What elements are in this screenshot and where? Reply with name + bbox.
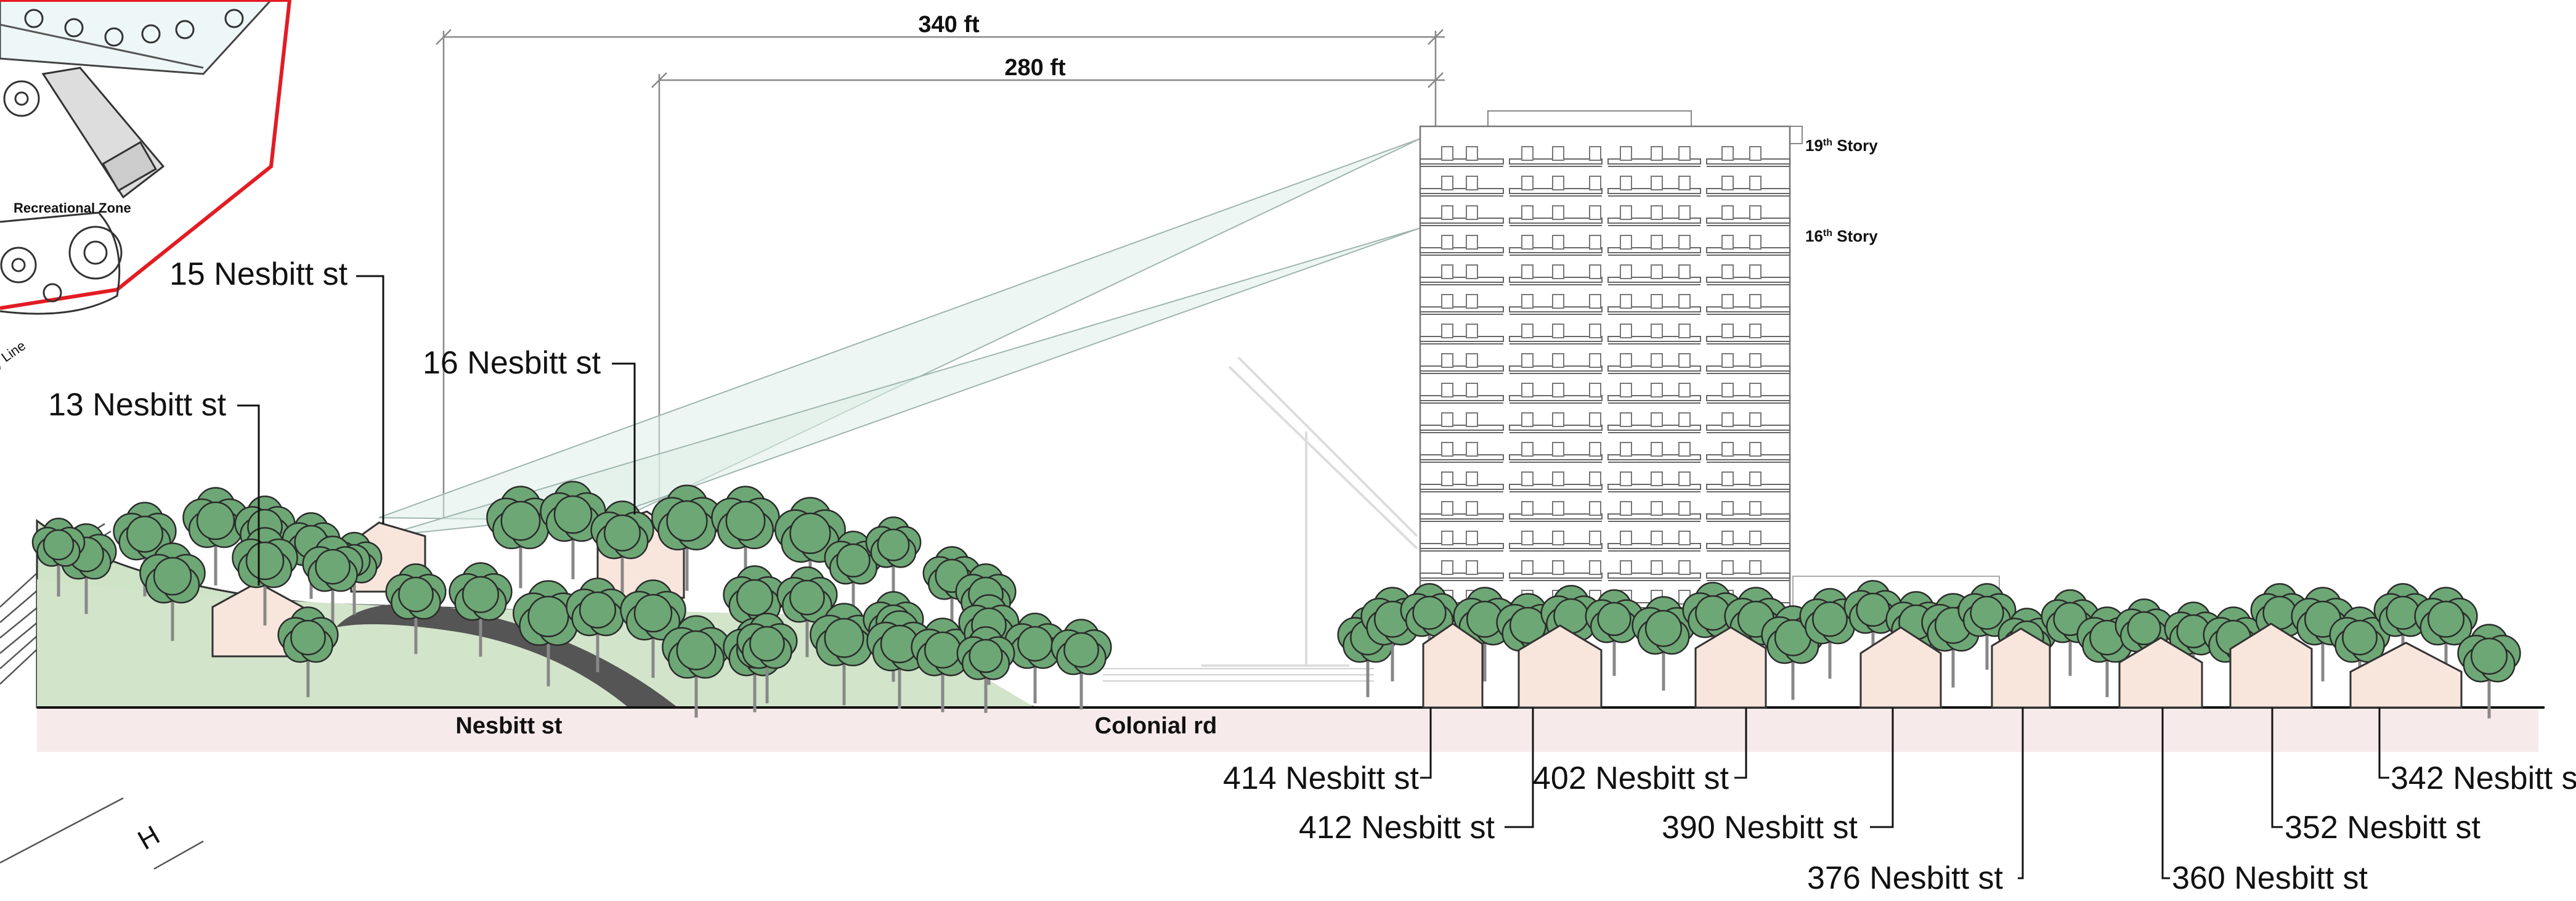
tree <box>651 484 723 591</box>
address-402-nesbitt: 402 Nesbitt st <box>1533 760 1729 796</box>
tree <box>810 603 879 706</box>
tower-floor <box>1420 501 1790 522</box>
tower-floor <box>1420 324 1790 344</box>
tree <box>540 481 606 579</box>
driveway <box>336 603 678 707</box>
tree <box>232 527 298 626</box>
tree <box>385 563 447 654</box>
tree <box>736 613 798 704</box>
tower-floor <box>1420 353 1790 374</box>
tree <box>774 497 846 603</box>
tree <box>1050 619 1112 710</box>
trees <box>31 481 2521 719</box>
tree <box>2457 624 2521 719</box>
tower-floor <box>1420 146 1790 167</box>
tree <box>922 546 981 633</box>
tree <box>2041 589 2100 676</box>
tower-floor <box>1420 235 1790 256</box>
site-plan-fragment: Recreational Zone y Line H <box>0 0 292 870</box>
tree <box>31 517 86 597</box>
address-352-nesbitt: 352 Nesbitt st <box>2285 810 2481 846</box>
tree <box>865 516 922 600</box>
tower-floor <box>1420 531 1790 552</box>
tree <box>776 566 838 658</box>
tree <box>1400 583 1459 670</box>
house-376-nesbitt <box>1991 627 2051 709</box>
tree <box>711 486 780 589</box>
tree <box>449 562 513 657</box>
tower-floor <box>1420 176 1790 197</box>
house-402-nesbitt <box>1694 626 1767 709</box>
tree <box>302 536 364 627</box>
address-412-nesbitt: 412 Nesbitt st <box>1299 810 1495 846</box>
dimension-label-280: 280 ft <box>1004 55 1066 81</box>
tree <box>1799 588 1861 679</box>
address-16-nesbitt: 16 Nesbitt st <box>423 345 601 381</box>
tree <box>662 615 731 718</box>
house-352-nesbitt <box>2229 622 2313 709</box>
tower-floor <box>1420 442 1790 463</box>
address-13-nesbitt: 13 Nesbitt st <box>48 387 227 423</box>
house-414-nesbitt <box>1422 622 1484 709</box>
tree <box>956 626 1015 713</box>
left-callout-lines <box>237 275 636 585</box>
tree <box>590 500 654 595</box>
dimension-label-340: 340 ft <box>918 12 980 38</box>
tree <box>277 606 339 698</box>
sightlines <box>378 138 1421 537</box>
tree <box>486 486 555 589</box>
tree <box>1682 582 1744 673</box>
site-plan-stamp: H <box>133 820 165 855</box>
tree <box>1957 583 2017 670</box>
tower-floor <box>1420 205 1790 226</box>
right-callout-lines <box>1420 707 2389 879</box>
tree <box>1004 613 1066 704</box>
tree <box>866 610 933 709</box>
street-label-colonial: Colonial rd <box>1095 713 1217 739</box>
address-360-nesbitt: 360 Nesbitt st <box>2172 860 2368 896</box>
property-boundary-line <box>0 0 292 310</box>
tree <box>723 565 787 660</box>
background-crane <box>1201 356 1418 667</box>
right-houses <box>1422 622 2463 709</box>
address-342-nesbitt: 342 Nesbitt st <box>2391 760 2576 796</box>
tower-floor <box>1420 471 1790 492</box>
house-360-nesbitt <box>2118 637 2203 709</box>
tree <box>2414 587 2478 682</box>
house-390-nesbitt <box>1859 626 1942 709</box>
tree <box>1496 593 1560 688</box>
dimension-lines <box>436 29 1445 595</box>
tower-floor <box>1420 412 1790 433</box>
sightline-19th-story <box>378 138 1421 522</box>
tree <box>620 579 686 678</box>
recreational-zone-label: Recreational Zone <box>14 200 131 216</box>
house-342-nesbitt <box>2349 642 2463 709</box>
tower-floor <box>1420 294 1790 315</box>
house-412-nesbitt <box>1518 624 1603 709</box>
tree <box>513 580 584 687</box>
tower-building <box>1419 110 2000 627</box>
tower-floor <box>1420 560 1790 581</box>
tree <box>2164 601 2223 688</box>
address-390-nesbitt: 390 Nesbitt st <box>1662 810 1858 846</box>
street-label-nesbitt: Nesbitt st <box>455 713 562 739</box>
tower-floor <box>1420 264 1790 285</box>
story-label-19th: 19th Story <box>1805 136 1878 155</box>
property-line-label: y Line <box>0 338 28 371</box>
tree <box>566 577 630 672</box>
tower-floor <box>1420 383 1790 404</box>
address-414-nesbitt: 414 Nesbitt st <box>1223 760 1419 796</box>
street-band <box>37 707 2538 752</box>
tree <box>139 542 206 641</box>
address-376-nesbitt: 376 Nesbitt st <box>1807 860 2003 896</box>
tree <box>1631 596 1696 691</box>
story-label-16th: 16th Story <box>1805 227 1878 245</box>
address-15-nesbitt: 15 Nesbitt st <box>169 256 348 292</box>
